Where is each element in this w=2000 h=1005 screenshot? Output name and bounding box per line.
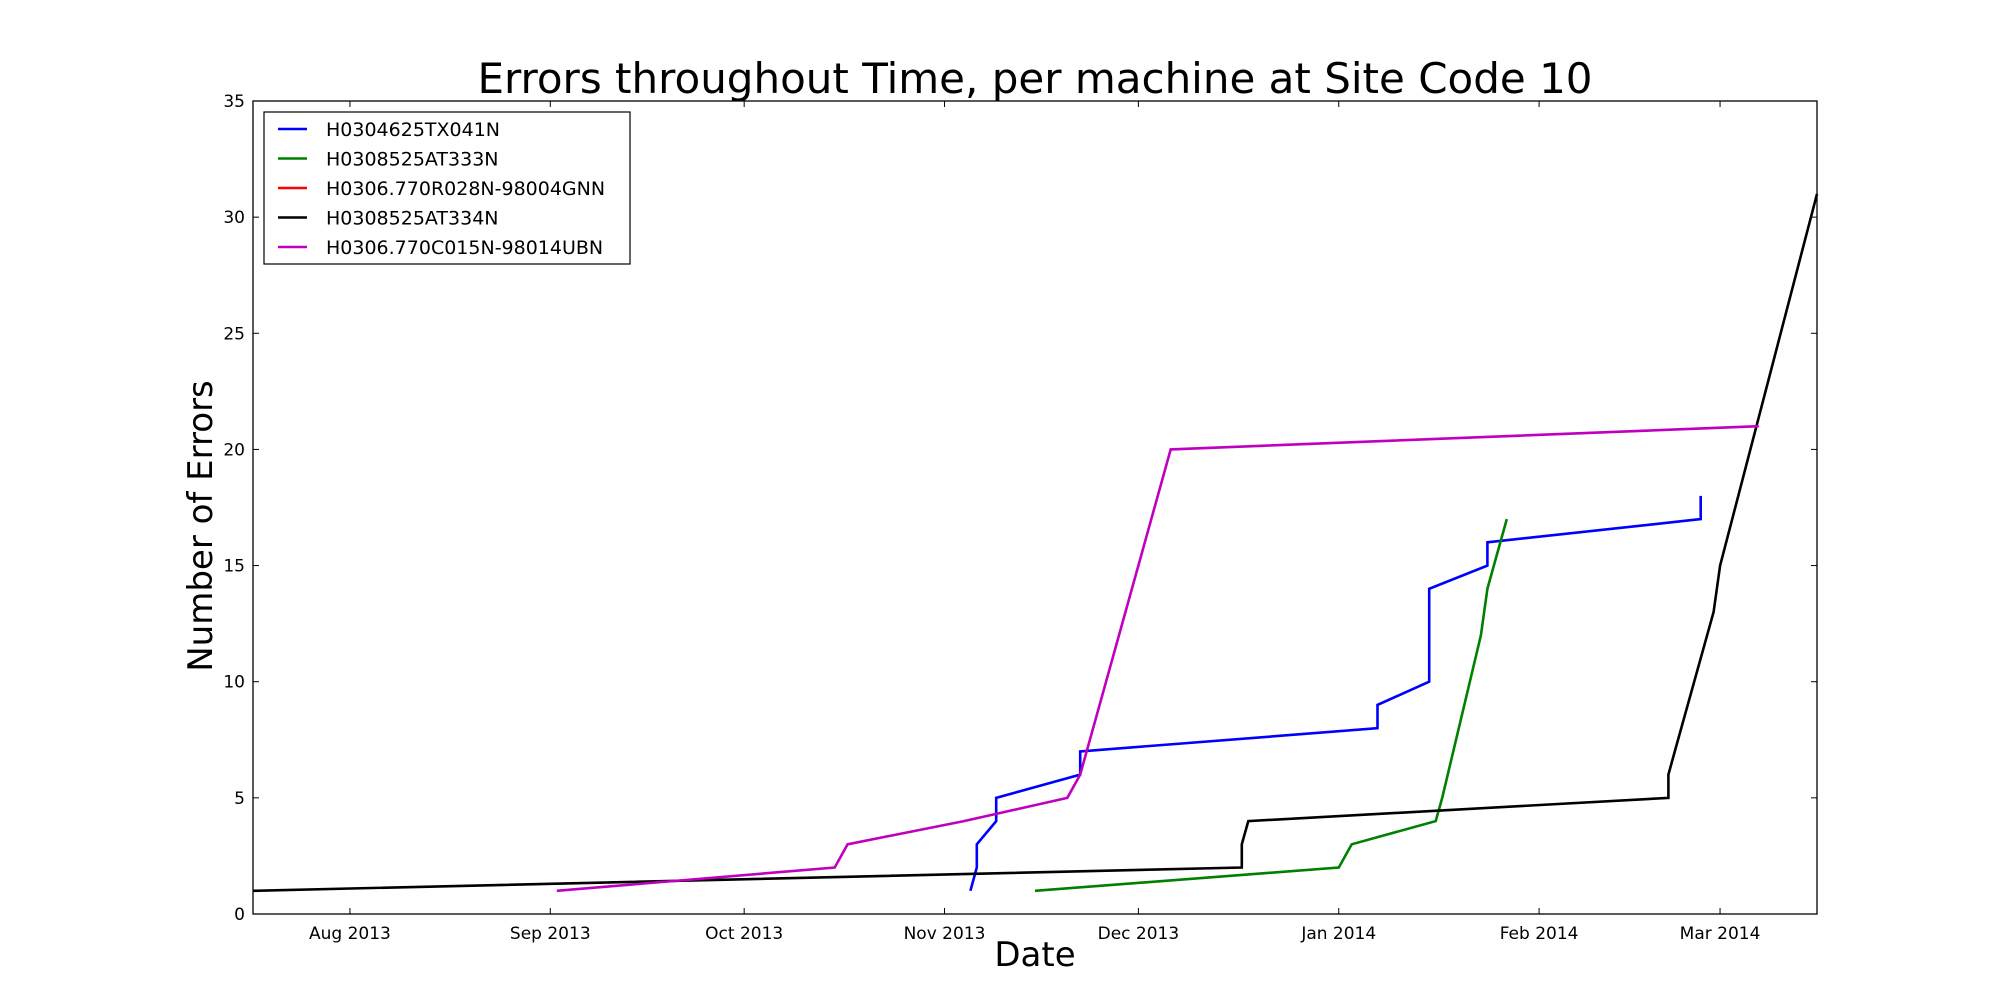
x-axis-ticks: Aug 2013 Sep 2013 Oct 2013 Nov 2013 Dec 2013… — [309, 101, 1760, 944]
y-axis-label: Number of Errors — [181, 380, 221, 672]
plot-area-frame — [252, 100, 1818, 915]
y-tick-label: 25 — [223, 324, 245, 344]
y-tick-label: 30 — [223, 208, 245, 228]
y-axis-ticks: 0 5 10 15 20 25 30 35 — [223, 92, 1817, 925]
x-tick-label: Nov 2013 — [904, 924, 986, 944]
chart-title: Errors throughout Time, per machine at S… — [477, 54, 1592, 103]
series-line-h0308525at334n — [252, 193, 1819, 893]
legend-label: H0306.770C015N-98014UBN — [326, 237, 603, 259]
y-tick-label: 15 — [223, 557, 245, 577]
series-line-h0304625tx041n — [969, 495, 1702, 892]
series-layer — [252, 193, 1819, 893]
x-axis-label: Date — [994, 935, 1075, 975]
x-tick-label: Dec 2013 — [1098, 924, 1180, 944]
x-tick-label: Mar 2014 — [1680, 924, 1761, 944]
y-tick-label: 10 — [223, 673, 245, 693]
y-tick-label: 0 — [234, 905, 245, 925]
x-tick-label: Aug 2013 — [309, 924, 391, 944]
legend-label: H0308525AT333N — [326, 149, 499, 171]
x-tick-label: Jan 2014 — [1300, 924, 1376, 944]
x-tick-label: Oct 2013 — [705, 924, 783, 944]
legend: H0304625TX041N H0308525AT333N H0306.770R02… — [263, 111, 631, 265]
series-line-h0306-770c015n-98014ubn — [556, 424, 1759, 893]
legend-label: H0308525AT334N — [326, 208, 499, 230]
y-tick-label: 20 — [223, 440, 245, 460]
x-tick-label: Sep 2013 — [510, 924, 591, 944]
series-line-h0308525at333n — [1034, 518, 1509, 893]
y-tick-label: 35 — [223, 92, 245, 112]
legend-label: H0304625TX041N — [326, 119, 500, 141]
x-tick-label: Feb 2014 — [1500, 924, 1579, 944]
y-tick-label: 5 — [234, 789, 245, 809]
legend-box — [263, 111, 631, 265]
legend-label: H0306.770R028N-98004GNN — [326, 178, 605, 200]
